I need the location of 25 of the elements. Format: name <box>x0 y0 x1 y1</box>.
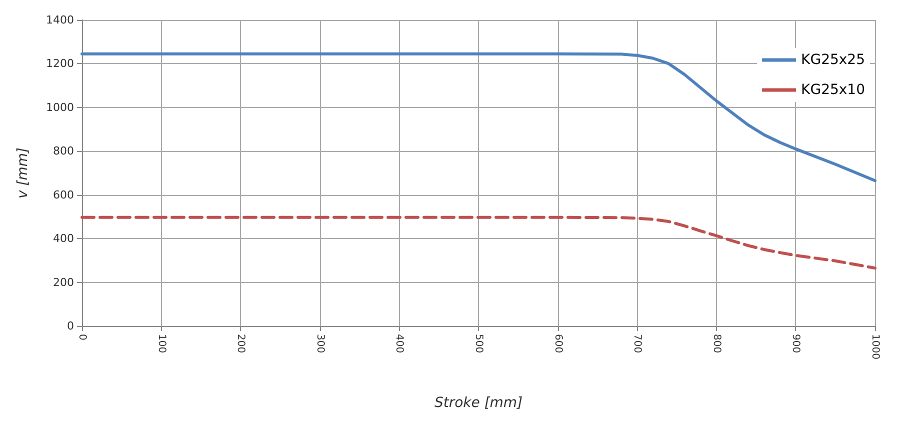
y-tick-label: 800 <box>53 144 74 158</box>
x-tick-label: 700 <box>632 334 643 354</box>
x-tick-label: 1000 <box>870 334 880 360</box>
y-tick-label: 600 <box>53 188 74 202</box>
x-tick-label: 0 <box>76 334 88 340</box>
y-axis-title: v [mm] <box>15 148 31 198</box>
x-axis-title: Stroke [mm] <box>434 395 523 411</box>
x-tick-label: 100 <box>156 334 167 354</box>
line-series <box>80 216 876 270</box>
x-tick-label: 300 <box>314 334 326 354</box>
y-tick-label: 0 <box>67 320 74 332</box>
legend-label: KG25x10 <box>801 82 866 98</box>
x-tick-label: 900 <box>790 334 802 354</box>
legend-label: KG25x25 <box>801 52 866 68</box>
x-tick-label: 800 <box>710 334 722 354</box>
y-tick-label: 1400 <box>46 14 74 26</box>
y-tick-label: 1000 <box>46 100 74 114</box>
line-series <box>80 52 876 182</box>
x-tick-label: 200 <box>235 334 246 354</box>
x-tick-label: 600 <box>552 334 564 354</box>
y-tick-label: 1200 <box>46 57 74 70</box>
y-tick-label: 400 <box>53 232 74 246</box>
x-tick-label: 500 <box>473 334 484 354</box>
y-tick-label: 200 <box>53 276 74 289</box>
x-tick-label: 400 <box>394 334 405 354</box>
